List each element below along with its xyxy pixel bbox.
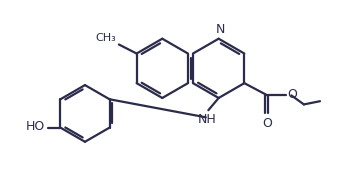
Text: O: O bbox=[288, 88, 297, 101]
Text: HO: HO bbox=[26, 120, 45, 133]
Text: O: O bbox=[262, 117, 273, 130]
Text: N: N bbox=[216, 23, 225, 36]
Text: NH: NH bbox=[198, 113, 216, 126]
Text: CH₃: CH₃ bbox=[95, 33, 116, 43]
